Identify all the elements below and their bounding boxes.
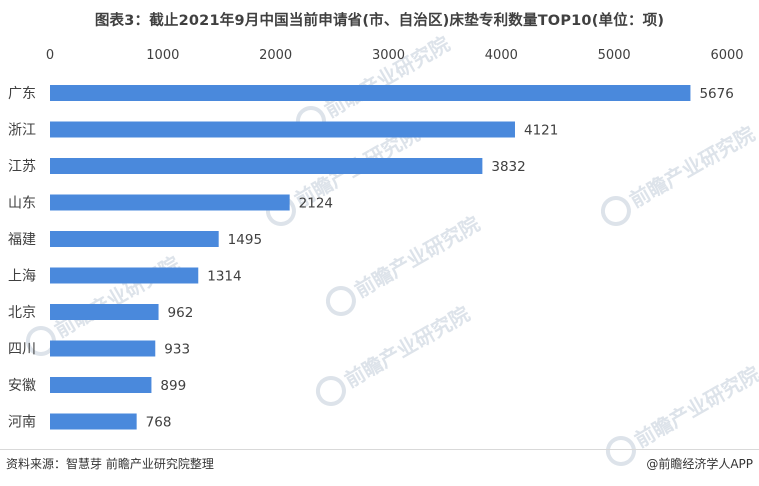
x-tick-label: 4000 [485, 48, 518, 63]
y-category-label: 河南 [8, 415, 36, 431]
data-label: 5676 [699, 86, 733, 102]
y-category-label: 江苏 [8, 159, 36, 175]
y-category-label: 安徽 [8, 378, 36, 394]
bar [50, 304, 159, 320]
y-category-label: 上海 [8, 269, 36, 285]
bar [50, 158, 483, 174]
x-tick-label: 1000 [146, 48, 179, 63]
data-label: 1495 [228, 232, 262, 248]
x-tick-label: 2000 [259, 48, 292, 63]
y-category-label: 浙江 [8, 123, 36, 139]
bar [50, 340, 156, 357]
bar [50, 194, 290, 211]
bar [50, 267, 199, 284]
x-tick-label: 0 [46, 48, 54, 63]
footer-divider [0, 449, 759, 450]
y-category-label: 北京 [8, 305, 36, 321]
y-category-label: 广东 [8, 86, 36, 102]
bar [50, 413, 137, 430]
data-label: 933 [164, 342, 190, 358]
data-label: 1314 [207, 269, 241, 285]
data-label: 768 [146, 415, 172, 431]
x-tick-label: 6000 [710, 48, 743, 63]
chart-title: 图表3：截止2021年9月中国当前申请省(市、自治区)床垫专利数量TOP10(单… [94, 13, 665, 29]
credit-text: @前瞻经济学人APP [646, 457, 753, 471]
data-label: 2124 [299, 196, 333, 212]
y-category-label: 四川 [8, 342, 36, 358]
data-label: 962 [168, 305, 194, 321]
data-label: 4121 [524, 123, 558, 139]
source-note: 资料来源：智慧芽 前瞻产业研究院整理 [6, 457, 214, 471]
x-tick-label: 5000 [598, 48, 631, 63]
data-label: 899 [160, 378, 186, 394]
data-label: 3832 [491, 159, 525, 175]
y-category-label: 福建 [8, 232, 36, 248]
y-category-label: 山东 [8, 196, 36, 212]
bar [50, 231, 219, 247]
x-tick-label: 3000 [372, 48, 405, 63]
bar [50, 121, 515, 138]
bar [50, 377, 152, 393]
bar [50, 85, 691, 101]
